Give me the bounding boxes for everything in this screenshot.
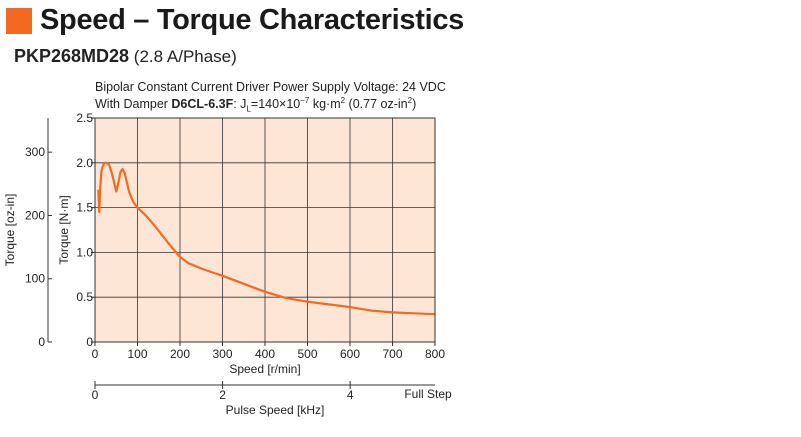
x-tick-label: 0 [92,347,99,361]
inertia-alt-exponent: 2 [407,96,413,105]
inertia-subscript: L [246,104,251,114]
damper-prefix: With Damper [95,97,172,112]
y-tick-label: 2.5 [76,111,93,125]
axes: 0 100 200 300 400 500 600 700 80000.51.01.52.02.… [25,111,445,402]
pulse-tick-label: 4 [347,388,354,402]
model-number: PKP268MD28 [14,46,130,66]
inertia-value: =140×10 [250,97,301,112]
condition-line-1: Bipolar Constant Current Driver Power Su… [95,80,446,94]
x-tick-label: 700 [382,347,402,361]
inertia-exponent: −7 [300,96,310,105]
y-tick-label: 1.5 [76,201,93,215]
full-step-note: Full Step [404,387,452,401]
y2-tick-label: 100 [25,272,45,286]
inertia-unit-exponent: 2 [340,96,346,105]
pulse-tick-label: 2 [219,388,226,402]
page-title: Speed – Torque Characteristics [40,4,465,36]
x-tick-label: 200 [170,347,190,361]
title-block: Speed – Torque Characteristics [6,4,464,37]
y2-tick-label: 300 [25,145,45,159]
x-tick-label: 600 [340,347,360,361]
y-tick-label: 0.5 [76,290,93,304]
condition-line-2: With Damper D6CL-6.3F: JL=140×10−7 kg·m2… [95,96,416,114]
inertia-unit: kg·m [309,97,341,112]
inertia-sep: : J [233,97,247,112]
y2-tick-label: 200 [25,208,45,222]
x-tick-label: 500 [297,347,317,361]
x-tick-label: 800 [425,347,445,361]
torque-curve [97,161,436,316]
pulse-tick-label: 0 [92,388,99,402]
current-rating: (2.8 A/Phase) [133,47,237,66]
y2-tick-label: 0 [38,335,45,349]
x-axis-label: Speed [r/min] [229,362,300,376]
y-axis-label: Torque [N·m] [57,195,71,264]
y2-axis-label: Torque [oz-in] [3,194,17,267]
damper-model: D6CL-6.3F [171,97,234,112]
y-tick-label: 0 [86,335,93,349]
y-tick-label: 2.0 [76,156,93,170]
x-tick-label: 400 [255,347,275,361]
model-subtitle: PKP268MD28 (2.8 A/Phase) [14,46,237,67]
x-tick-label: 300 [212,347,232,361]
inertia-alt: (0.77 oz-in [345,97,408,112]
title-accent-square [6,7,32,34]
x-tick-label: 100 [127,347,147,361]
inertia-close: ) [412,97,417,112]
y-tick-label: 1.0 [76,245,93,259]
pulse-axis-label: Pulse Speed [kHz] [226,403,325,417]
